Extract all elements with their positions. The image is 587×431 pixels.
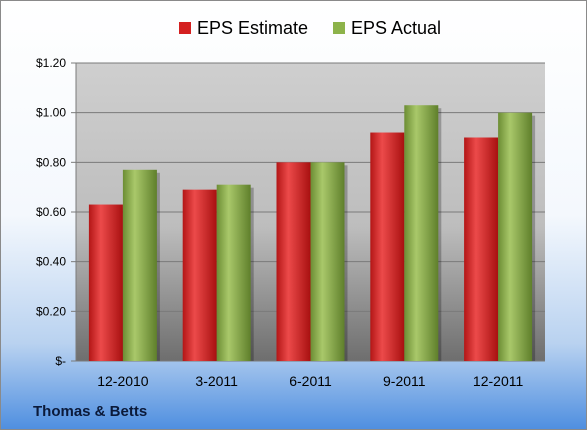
- y-tick-label: $1.00: [36, 106, 66, 120]
- bar-estimate-12-2011: [464, 137, 499, 361]
- x-tick-label: 12-2010: [97, 373, 149, 389]
- x-tick-label: 9-2011: [383, 373, 426, 389]
- bar-estimate-9-2011: [370, 132, 405, 361]
- x-tick-label: 6-2011: [289, 373, 332, 389]
- bar-estimate-6-2011: [276, 162, 311, 361]
- bar-actual-12-2010: [122, 169, 157, 361]
- y-tick-label: $-: [55, 354, 66, 368]
- y-tick-label: $0.40: [36, 255, 66, 269]
- y-tick-label: $0.20: [36, 304, 66, 318]
- y-tick-label: $0.60: [36, 205, 66, 219]
- legend: EPS Estimate EPS Actual: [179, 18, 441, 38]
- legend-swatch-actual: [333, 22, 345, 34]
- plot-area: $- $0.20 $0.40 $0.60 $0.80 $1.00 $1.20 12-2010 3…: [36, 56, 545, 389]
- legend-label-actual: EPS Actual: [351, 18, 441, 38]
- bar-actual-6-2011: [310, 162, 345, 361]
- bar-estimate-12-2010: [88, 204, 123, 361]
- bar-actual-3-2011: [216, 184, 251, 361]
- company-name: Thomas & Betts: [33, 403, 148, 420]
- bar-actual-12-2011: [498, 112, 533, 362]
- y-tick-label: $0.80: [36, 155, 66, 169]
- bar-estimate-3-2011: [182, 189, 217, 361]
- bar-actual-9-2011: [404, 105, 439, 361]
- x-tick-label: 12-2011: [473, 373, 524, 389]
- x-tick-label: 3-2011: [195, 373, 238, 389]
- legend-label-estimate: EPS Estimate: [197, 18, 308, 38]
- y-tick-label: $1.20: [36, 56, 66, 70]
- legend-swatch-estimate: [179, 22, 191, 34]
